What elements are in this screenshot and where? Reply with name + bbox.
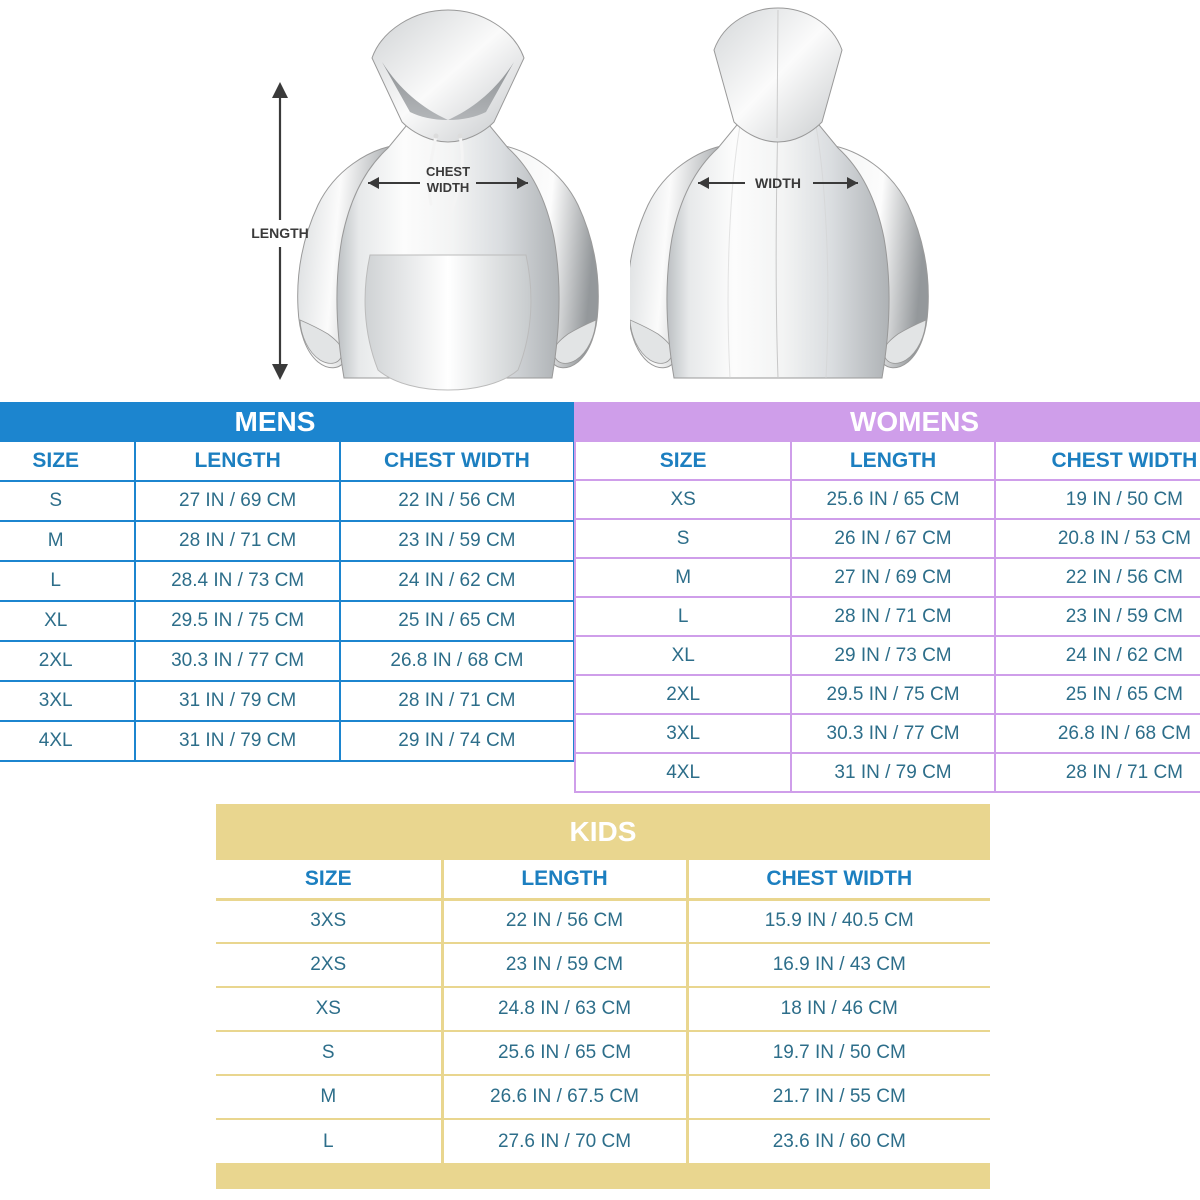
svg-text:LENGTH: LENGTH bbox=[251, 225, 309, 241]
svg-text:WIDTH: WIDTH bbox=[427, 180, 470, 195]
svg-text:CHEST: CHEST bbox=[426, 164, 470, 179]
svg-text:WIDTH: WIDTH bbox=[755, 175, 801, 191]
